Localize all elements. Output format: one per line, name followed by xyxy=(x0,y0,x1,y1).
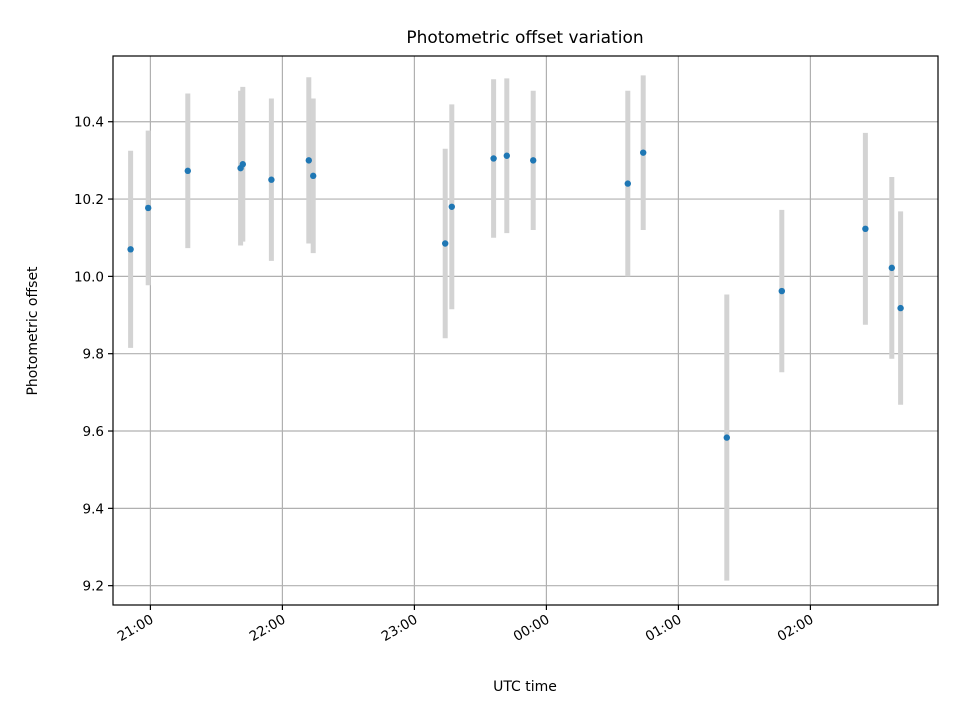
data-point xyxy=(490,155,497,162)
data-point xyxy=(624,180,631,187)
y-tick-label: 10.2 xyxy=(74,192,104,208)
data-point xyxy=(448,203,455,210)
data-points xyxy=(127,149,904,441)
data-point xyxy=(184,167,191,175)
data-point xyxy=(862,225,869,233)
data-point xyxy=(305,157,312,164)
data-point xyxy=(310,172,317,180)
data-point xyxy=(530,157,537,164)
data-point xyxy=(268,176,275,183)
data-point xyxy=(442,240,449,247)
data-point xyxy=(145,204,152,212)
data-point xyxy=(723,434,730,441)
grid xyxy=(113,56,938,605)
y-tick-label: 9.6 xyxy=(83,424,104,440)
y-tick-label: 10.4 xyxy=(74,115,104,131)
data-point xyxy=(127,246,134,253)
data-point xyxy=(778,287,785,295)
chart-title: Photometric offset variation xyxy=(406,28,643,48)
data-point xyxy=(888,264,895,272)
y-tick-label: 9.4 xyxy=(83,501,104,517)
y-tick-label: 9.8 xyxy=(83,347,104,363)
y-tick-label: 9.2 xyxy=(83,579,104,595)
x-axis-label: UTC time xyxy=(493,679,557,695)
data-point xyxy=(897,304,904,312)
plot-frame xyxy=(112,55,939,606)
y-axis-label: Photometric offset xyxy=(25,266,41,396)
data-point xyxy=(640,149,647,156)
data-point xyxy=(503,152,510,159)
data-point xyxy=(239,161,246,168)
y-axis: 9.2 9.4 9.6 9.8 10.0 10.2 10.4 xyxy=(74,115,113,595)
y-tick-label: 10.0 xyxy=(74,269,104,285)
